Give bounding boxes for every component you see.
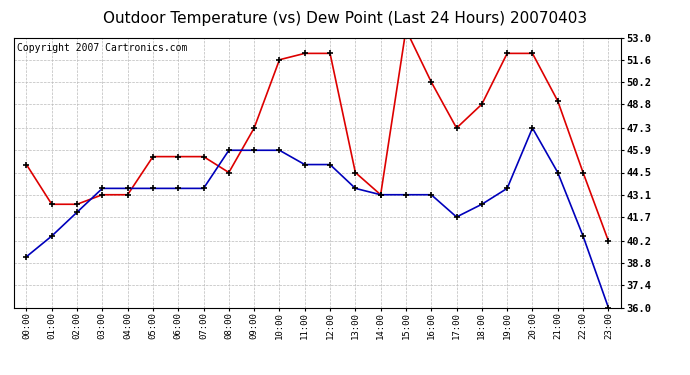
Text: Outdoor Temperature (vs) Dew Point (Last 24 Hours) 20070403: Outdoor Temperature (vs) Dew Point (Last… [103,11,587,26]
Text: Copyright 2007 Cartronics.com: Copyright 2007 Cartronics.com [17,43,187,53]
